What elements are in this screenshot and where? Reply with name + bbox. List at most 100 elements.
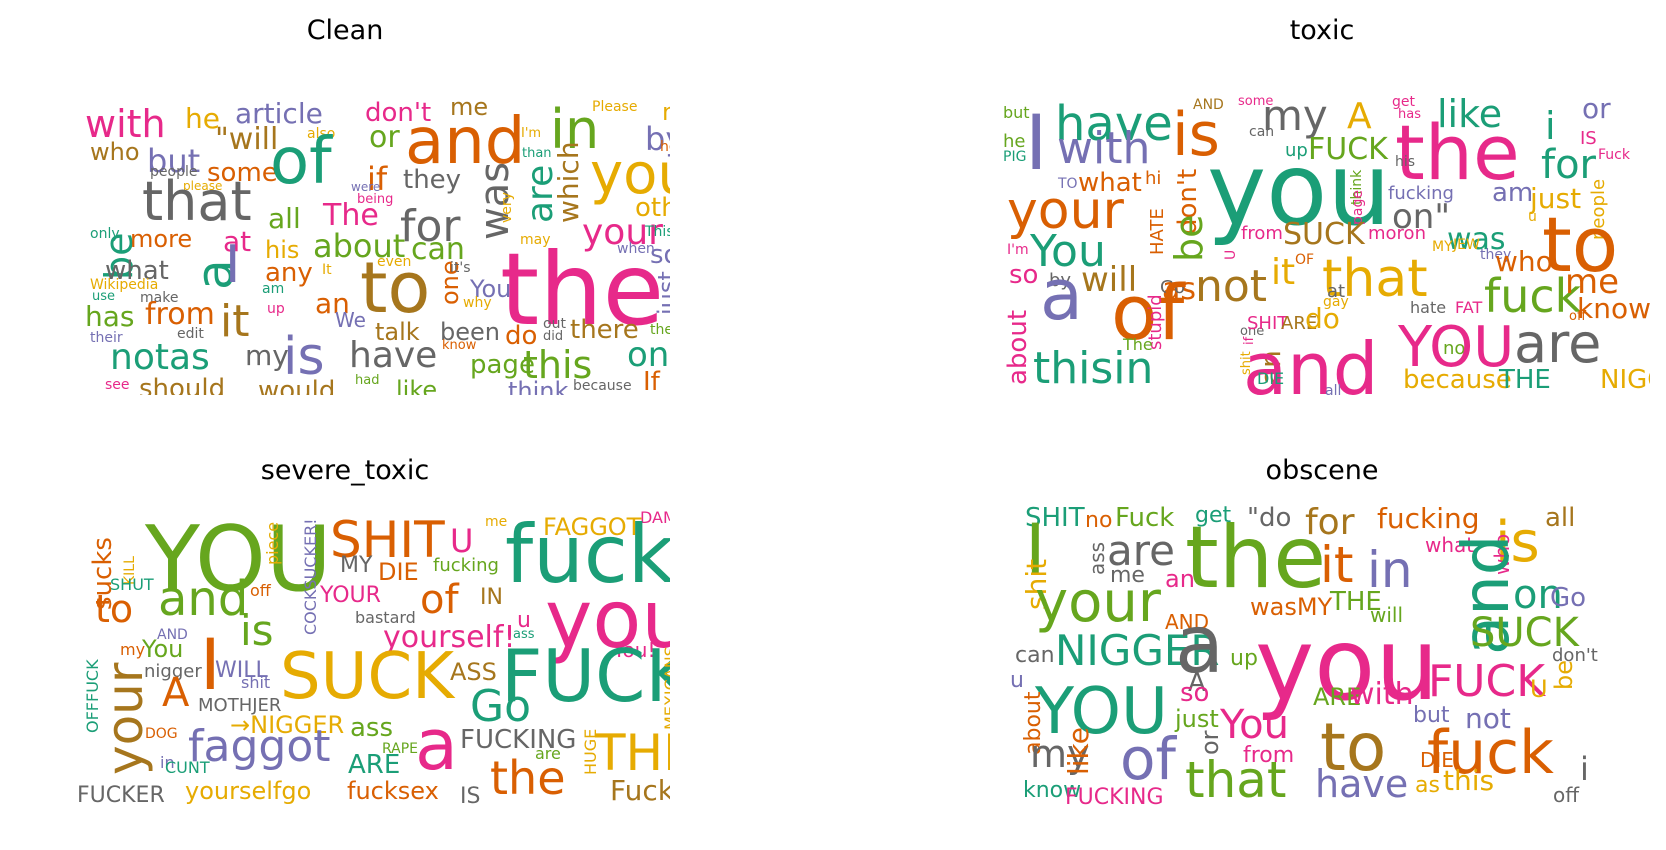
cloud-word: and: [405, 105, 526, 179]
cloud-word: from: [1241, 223, 1283, 244]
panel-title: toxic: [1289, 15, 1355, 46]
cloud-word: fucking: [1377, 505, 1480, 535]
cloud-word: then: [650, 322, 670, 338]
cloud-word: u: [1010, 668, 1024, 693]
cloud-word: you: [1255, 606, 1439, 723]
cloud-word: U: [450, 522, 474, 560]
cloud-word: SUCK: [1470, 610, 1579, 656]
cloud-word: You!: [613, 638, 656, 662]
cloud-word: of: [1120, 725, 1176, 793]
cloud-word: THE: [1499, 365, 1551, 395]
cloud-word: DIE: [378, 558, 419, 586]
cloud-word: I'm: [1007, 242, 1029, 258]
cloud-word: YOU: [145, 507, 332, 612]
cloud-word: which: [552, 141, 585, 223]
cloud-word: no: [1085, 508, 1113, 533]
cloud-word: fuck: [1484, 269, 1582, 323]
cloud-word: not: [1195, 261, 1268, 312]
cloud-word: Go: [1160, 277, 1185, 298]
cloud-word: with: [1350, 677, 1414, 712]
cloud-word: moron: [1368, 223, 1426, 244]
cloud-word: no: [662, 98, 670, 126]
cloud-word: Fuck: [1115, 505, 1175, 533]
cloud-word: U: [1530, 675, 1548, 703]
cloud-word: fucking: [1388, 183, 1454, 204]
cloud-word: U: [1223, 249, 1239, 260]
cloud-word: FAT: [1455, 298, 1483, 317]
cloud-word: also: [307, 126, 336, 142]
cloud-word: get: [1195, 505, 1232, 528]
cloud-word: me: [485, 514, 508, 530]
cloud-word: me: [1110, 563, 1145, 588]
cloud-word: AND: [1193, 97, 1224, 113]
cloud-word: that: [142, 170, 252, 233]
cloud-word: of: [420, 577, 459, 623]
cloud-word: SHIT: [330, 511, 445, 569]
cloud-word: MEXICANS: [661, 646, 670, 730]
cloud-word: me: [450, 93, 489, 121]
cloud-word: or: [369, 120, 400, 155]
cloud-word: YOU: [1398, 315, 1515, 380]
cloud-word: A: [1347, 96, 1372, 137]
cloud-word: what: [1078, 168, 1142, 198]
cloud-word: notas: [110, 337, 210, 378]
cloud-word: HATE: [1147, 208, 1168, 255]
cloud-word: This: [645, 224, 670, 240]
cloud-word: Go: [470, 681, 532, 732]
cloud-word: his: [265, 236, 300, 264]
cloud-word: who: [1495, 245, 1553, 278]
cloud-word: why: [463, 295, 492, 311]
cloud-word: to: [1542, 200, 1619, 289]
cloud-word: his: [1395, 154, 1416, 170]
cloud-word: Please: [592, 99, 638, 115]
cloud-word: SHUT: [110, 575, 154, 594]
cloud-word: are: [1107, 526, 1175, 575]
cloud-word: yourself!: [383, 620, 516, 655]
cloud-word: FUCK: [1308, 132, 1388, 167]
cloud-word: bastard: [355, 608, 416, 627]
cloud-word: from: [145, 297, 215, 332]
cloud-word: You: [142, 635, 184, 663]
cloud-word: out: [543, 316, 566, 332]
cloud-word: hate: [1410, 298, 1447, 317]
cloud-word: so: [1009, 260, 1039, 290]
cloud-word: know: [442, 338, 477, 353]
cloud-word: is: [1495, 510, 1540, 575]
cloud-word: "will: [215, 122, 279, 157]
cloud-word: about: [1003, 309, 1033, 385]
cloud-word: use: [92, 289, 116, 304]
cloud-word: MOTHJER: [198, 695, 282, 716]
cloud-word: no: [1443, 338, 1466, 359]
cloud-word: FAGGOT: [543, 513, 642, 541]
cloud-word: is: [1172, 100, 1220, 170]
cloud-word: COCKSUCKER!: [301, 518, 320, 635]
cloud-word: my: [1030, 732, 1090, 776]
cloud-word: know: [1577, 292, 1650, 325]
cloud-word: have: [1315, 762, 1409, 806]
cloud-word: it: [1320, 536, 1354, 594]
cloud-word: PIG: [1003, 149, 1027, 165]
cloud-word: SHIT: [1025, 505, 1085, 533]
cloud-word: an: [315, 287, 350, 320]
cloud-word: u: [1528, 209, 1537, 225]
cloud-word: or: [1582, 92, 1611, 125]
cloud-word: page: [470, 350, 535, 380]
cloud-word: can: [1015, 643, 1055, 668]
cloud-word: wasMY: [1250, 593, 1333, 621]
cloud-word: article: [235, 97, 323, 130]
cloud-word: fuck: [1427, 718, 1554, 788]
cloud-word: was: [1447, 222, 1506, 257]
cloud-word: I: [1025, 509, 1046, 591]
cloud-word: for: [400, 201, 461, 252]
cloud-word: I'm: [521, 126, 542, 141]
cloud-word: DAMN: [640, 508, 670, 527]
cloud-word: SUCK: [1283, 217, 1365, 252]
cloud-word: your: [1007, 181, 1124, 241]
cloud-word: get: [1392, 94, 1415, 110]
cloud-word: to: [95, 587, 134, 631]
cloud-word: with: [1057, 123, 1151, 174]
cloud-word: for: [1305, 505, 1355, 543]
cloud-word: HUGE: [581, 728, 600, 775]
cloud-word: all: [1545, 505, 1576, 533]
